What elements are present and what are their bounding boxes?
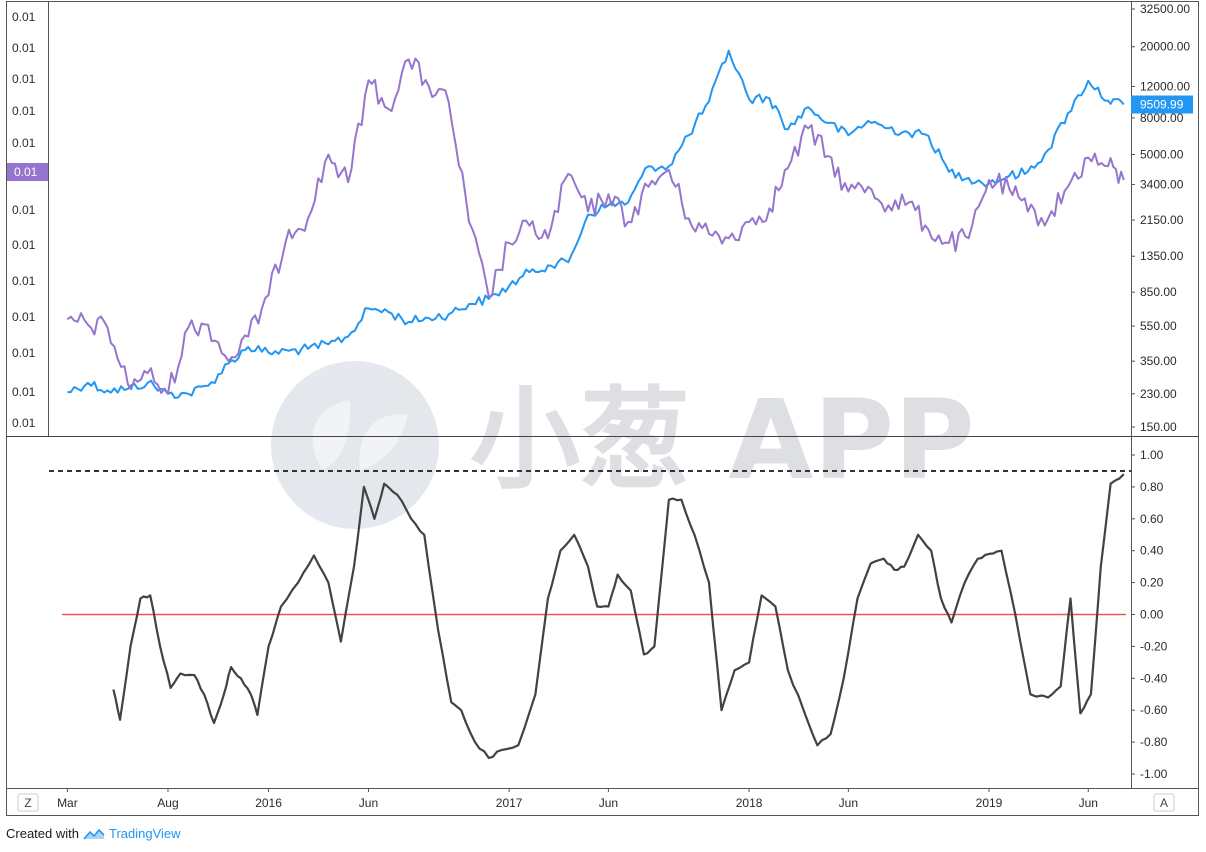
price-tick-label: 2150.00 <box>1140 213 1184 227</box>
time-tick-label: 2017 <box>496 796 523 810</box>
time-tick-label: Jun <box>359 796 378 810</box>
price-tick-label: 1350.00 <box>1140 249 1184 263</box>
credit-prefix: Created with <box>6 826 79 841</box>
ratio-tick-label: 0.01 <box>12 136 36 150</box>
time-tick-label: Jun <box>1079 796 1098 810</box>
time-axis[interactable]: Mar Aug 2016 Jun 2017 Jun 2018 Jun 2019 Jun <box>57 788 1098 810</box>
blue-price-line[interactable] <box>67 49 1125 399</box>
last-ratio-badge <box>7 163 48 181</box>
last-value-labels: 9509.99 0.01 <box>7 95 1193 181</box>
ratio-tick-label: 0.01 <box>12 41 36 55</box>
price-tick-label: 3400.00 <box>1140 177 1184 191</box>
ratio-tick-label: 0.01 <box>12 238 36 252</box>
tradingview-logo-icon <box>83 828 105 840</box>
watermark-text: 小葱 APP <box>470 376 975 504</box>
indicator-tick-label: -0.60 <box>1140 703 1168 717</box>
last-price-label: 9509.99 <box>1140 98 1184 112</box>
price-right-axis[interactable]: 32500.00 20000.00 12000.00 8000.00 5000.00 34… <box>1131 2 1190 434</box>
ratio-tick-label: 0.01 <box>12 385 36 399</box>
auto-scale-button-label: A <box>1160 796 1168 810</box>
indicator-right-axis[interactable]: 1.00 0.80 0.60 0.40 0.20 0.00 -0.20 -0.40 -0.60 -… <box>1131 448 1168 781</box>
price-tick-label: 850.00 <box>1140 285 1177 299</box>
time-tick-label: Mar <box>57 796 78 810</box>
indicator-tick-label: 0.20 <box>1140 576 1164 590</box>
zoom-button-label: Z <box>24 796 31 810</box>
indicator-tick-label: 0.40 <box>1140 544 1164 558</box>
time-tick-label: 2018 <box>736 796 763 810</box>
correlation-line[interactable] <box>112 473 1125 760</box>
price-tick-label: 5000.00 <box>1140 147 1184 161</box>
indicator-tick-label: -1.00 <box>1140 767 1168 781</box>
price-series-group <box>66 49 1125 399</box>
credit-brand: TradingView <box>108 826 181 841</box>
ratio-tick-label: 0.01 <box>12 72 36 86</box>
time-tick-label: 2016 <box>255 796 282 810</box>
last-ratio-label: 0.01 <box>14 165 38 179</box>
price-tick-label: 550.00 <box>1140 319 1177 333</box>
time-tick-label: 2019 <box>976 796 1003 810</box>
price-tick-label: 230.00 <box>1140 387 1177 401</box>
price-tick-label: 150.00 <box>1140 420 1177 434</box>
ratio-tick-label: 0.01 <box>12 310 36 324</box>
price-tick-label: 20000.00 <box>1140 40 1190 54</box>
ratio-tick-label: 0.01 <box>12 416 36 430</box>
purple-ratio-line[interactable] <box>66 57 1125 395</box>
price-tick-label: 32500.00 <box>1140 2 1190 16</box>
price-left-axis[interactable]: 0.01 0.01 0.01 0.01 0.01 0.01 0.01 0.01 0.01 0.01… <box>12 10 36 430</box>
indicator-tick-label: 1.00 <box>1140 448 1164 462</box>
ratio-tick-label: 0.01 <box>12 346 36 360</box>
watermark: 小葱 APP <box>271 361 975 529</box>
indicator-tick-label: 0.80 <box>1140 480 1164 494</box>
time-tick-label: Aug <box>157 796 178 810</box>
indicator-series-group <box>112 473 1125 760</box>
zoom-button[interactable]: Z <box>17 793 39 812</box>
price-tick-label: 12000.00 <box>1140 79 1190 93</box>
indicator-tick-label: -0.20 <box>1140 639 1168 653</box>
indicator-tick-label: -0.80 <box>1140 735 1168 749</box>
ratio-tick-label: 0.01 <box>12 203 36 217</box>
time-tick-label: Jun <box>839 796 858 810</box>
price-tick-label: 350.00 <box>1140 354 1177 368</box>
last-price-badge <box>1131 95 1193 114</box>
ratio-tick-label: 0.01 <box>12 104 36 118</box>
time-tick-label: Jun <box>599 796 618 810</box>
chart-frame <box>6 1 1199 816</box>
tradingview-credit[interactable]: Created with TradingView <box>6 826 181 841</box>
price-tick-label: 8000.00 <box>1140 111 1184 125</box>
ratio-tick-label: 0.01 <box>12 10 36 24</box>
watermark-logo-icon <box>271 361 439 529</box>
indicator-tick-label: 0.00 <box>1140 608 1164 622</box>
indicator-tick-label: 0.60 <box>1140 512 1164 526</box>
auto-scale-button[interactable]: A <box>1153 793 1175 812</box>
indicator-tick-label: -0.40 <box>1140 671 1168 685</box>
ratio-tick-label: 0.01 <box>12 274 36 288</box>
